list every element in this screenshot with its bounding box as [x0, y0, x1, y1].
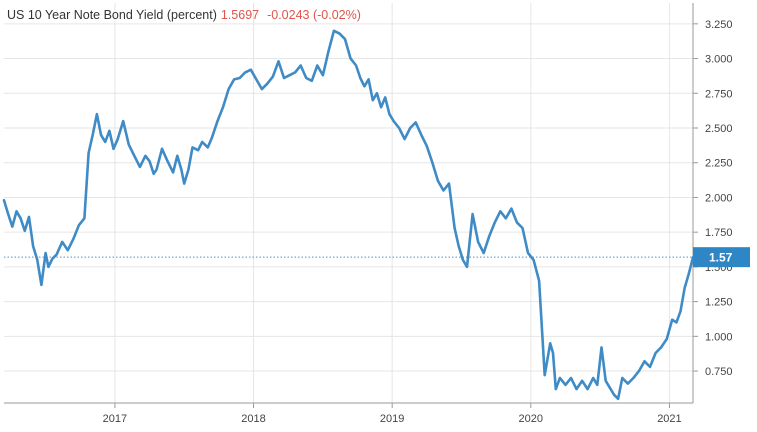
last-value-badge-label: 1.57: [709, 251, 733, 265]
y-tick-label: 1.750: [705, 227, 733, 239]
y-tick-label: 2.750: [705, 88, 733, 100]
y-tick-label: 1.000: [705, 331, 733, 343]
x-tick-label: 2017: [103, 413, 127, 425]
x-tick-label: 2018: [241, 413, 265, 425]
y-tick-label: 3.000: [705, 54, 733, 66]
y-axis-tick-labels: 0.7501.0001.2501.5001.7502.0002.2502.500…: [705, 19, 733, 378]
y-tick-label: 2.000: [705, 192, 733, 204]
series-name: US 10 Year Note Bond Yield (percent): [7, 8, 217, 22]
last-value-badge: 1.57: [693, 247, 750, 268]
grid-lines: [4, 3, 693, 403]
y-tick-label: 0.750: [705, 366, 733, 378]
x-tick-label: 2021: [657, 413, 681, 425]
x-tick-label: 2020: [519, 413, 543, 425]
y-tick-label: 2.250: [705, 158, 733, 170]
x-tick-label: 2019: [380, 413, 404, 425]
chart-legend: US 10 Year Note Bond Yield (percent) 1.56…: [7, 8, 361, 22]
series-line-us-10y-yield[interactable]: [2, 29, 695, 401]
last-value: 1.5697: [220, 8, 260, 22]
x-axis-tick-labels: 2017 2018 2019 2020 2021: [103, 413, 682, 425]
y-tick-label: 3.250: [705, 19, 733, 31]
y-tick-label: 2.500: [705, 123, 733, 135]
y-tick-label: 1.250: [705, 297, 733, 309]
last-value-badge-box: [693, 247, 750, 268]
change-value: -0.0243 (-0.02%): [267, 8, 361, 22]
axes: [4, 3, 698, 408]
